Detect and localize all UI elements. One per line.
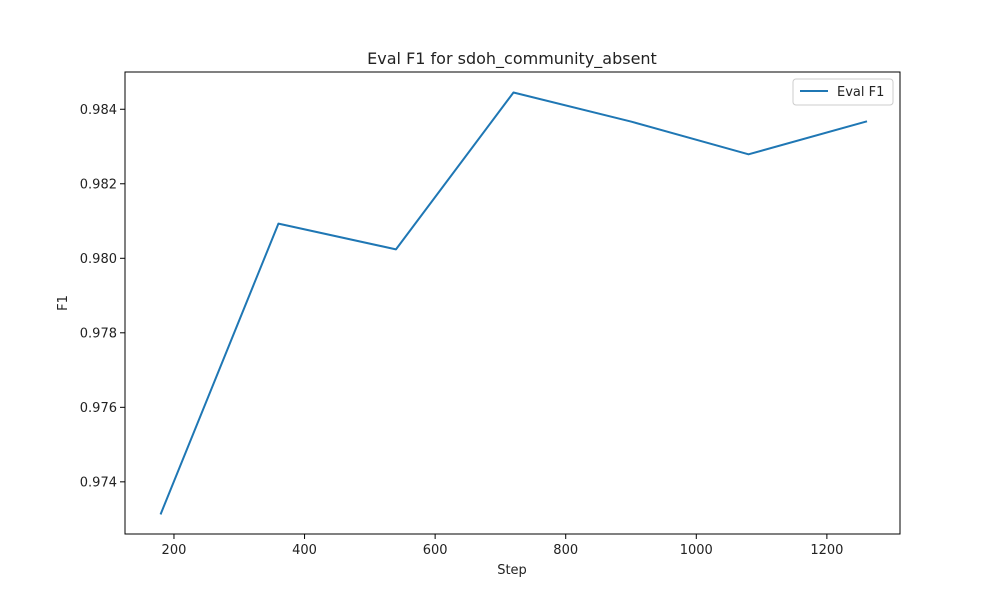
plot-area-frame [124, 71, 901, 535]
y-tick-label: 0.978 [80, 326, 117, 341]
series-line-eval-f1 [159, 91, 868, 515]
legend: Eval F1 [792, 78, 894, 106]
y-axis: 0.974 0.976 0.978 0.980 0.982 0.984 [80, 103, 125, 490]
y-axis-label: F1 [56, 295, 71, 311]
x-tick-label: 600 [423, 543, 448, 558]
legend-box [792, 78, 894, 106]
chart-title: Eval F1 for sdoh_community_absent [367, 49, 657, 69]
x-axis: 200 400 600 800 1000 1200 [162, 534, 843, 558]
x-tick-label: 1200 [810, 543, 843, 558]
x-tick-label: 400 [292, 543, 317, 558]
x-tick-label: 200 [162, 543, 187, 558]
y-tick-label: 0.982 [80, 177, 117, 192]
y-tick-label: 0.976 [80, 401, 117, 416]
y-tick-label: 0.974 [80, 475, 117, 490]
y-tick-label: 0.980 [80, 252, 117, 267]
x-tick-label: 800 [553, 543, 578, 558]
y-tick-label: 0.984 [80, 103, 117, 118]
legend-label-eval-f1: Eval F1 [837, 85, 884, 100]
series-layer [159, 91, 868, 515]
x-tick-label: 1000 [680, 543, 713, 558]
x-axis-label: Step [497, 563, 527, 578]
